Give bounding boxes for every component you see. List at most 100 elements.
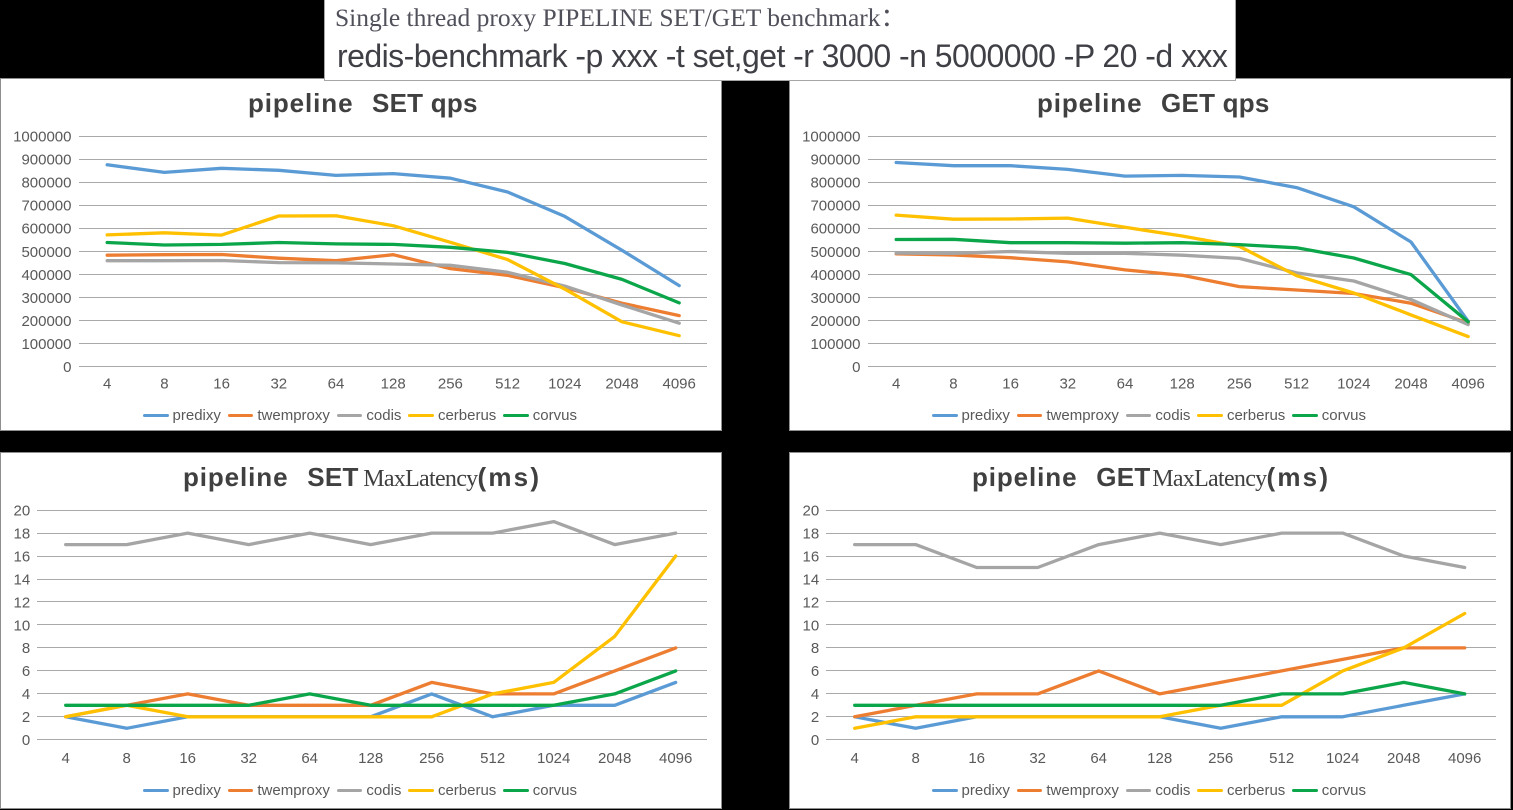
svg-text:600000: 600000	[21, 221, 71, 238]
svg-text:8: 8	[811, 640, 819, 657]
svg-text:SET qps: SET qps	[372, 88, 478, 118]
svg-text:128: 128	[358, 750, 383, 767]
svg-text:300000: 300000	[21, 290, 71, 307]
svg-text:16: 16	[14, 548, 31, 565]
svg-text:pipeline: pipeline	[183, 462, 288, 492]
svg-text:2: 2	[22, 709, 30, 726]
svg-text:600000: 600000	[810, 221, 860, 238]
svg-text:16: 16	[1002, 376, 1019, 393]
svg-text:900000: 900000	[810, 152, 860, 169]
svg-text:8: 8	[123, 750, 131, 767]
svg-text:256: 256	[1227, 376, 1252, 393]
svg-text:pipeline: pipeline	[1037, 88, 1142, 118]
svg-text:4096: 4096	[1452, 376, 1485, 393]
svg-text:(ms): (ms)	[478, 462, 542, 492]
svg-text:256: 256	[438, 376, 463, 393]
svg-text:MaxLatency: MaxLatency	[1152, 466, 1267, 492]
svg-text:4096: 4096	[1448, 750, 1481, 767]
svg-text:4096: 4096	[663, 376, 696, 393]
svg-text:200000: 200000	[21, 313, 71, 330]
svg-text:GET: GET	[1096, 462, 1150, 492]
svg-text:12: 12	[14, 594, 31, 611]
svg-text:1024: 1024	[1326, 750, 1359, 767]
svg-text:1024: 1024	[548, 376, 581, 393]
svg-text:10: 10	[14, 617, 31, 634]
svg-text:12: 12	[803, 594, 820, 611]
svg-text:64: 64	[1090, 750, 1107, 767]
svg-text:8: 8	[912, 750, 920, 767]
svg-text:0: 0	[63, 359, 71, 376]
svg-text:20: 20	[14, 502, 31, 519]
svg-text:MaxLatency: MaxLatency	[363, 466, 478, 492]
svg-text:2048: 2048	[1387, 750, 1420, 767]
svg-text:2048: 2048	[1394, 376, 1427, 393]
svg-text:32: 32	[270, 376, 287, 393]
svg-text:16: 16	[213, 376, 230, 393]
svg-text:8: 8	[160, 376, 168, 393]
svg-text:16: 16	[179, 750, 196, 767]
svg-text:500000: 500000	[810, 244, 860, 261]
svg-text:4: 4	[22, 686, 30, 703]
svg-text:1024: 1024	[1337, 376, 1370, 393]
svg-text:GET qps: GET qps	[1161, 88, 1270, 118]
svg-text:32: 32	[1029, 750, 1046, 767]
svg-text:400000: 400000	[21, 267, 71, 284]
svg-text:400000: 400000	[810, 267, 860, 284]
svg-text:800000: 800000	[810, 175, 860, 192]
svg-text:8: 8	[949, 376, 957, 393]
svg-text:32: 32	[1059, 376, 1076, 393]
svg-text:1000000: 1000000	[802, 129, 860, 146]
svg-text:500000: 500000	[21, 244, 71, 261]
svg-text:14: 14	[14, 571, 31, 588]
svg-text:256: 256	[1208, 750, 1233, 767]
svg-text:4: 4	[811, 686, 819, 703]
svg-text:256: 256	[419, 750, 444, 767]
svg-text:10: 10	[803, 617, 820, 634]
svg-text:1000000: 1000000	[13, 129, 71, 146]
svg-text:0: 0	[811, 732, 819, 749]
svg-text:300000: 300000	[810, 290, 860, 307]
svg-text:6: 6	[22, 663, 30, 680]
svg-text:4: 4	[103, 376, 111, 393]
svg-text:700000: 700000	[21, 198, 71, 215]
svg-text:4096: 4096	[659, 750, 692, 767]
svg-text:14: 14	[803, 571, 820, 588]
svg-text:100000: 100000	[21, 336, 71, 353]
svg-text:pipeline: pipeline	[972, 462, 1077, 492]
svg-text:20: 20	[803, 502, 820, 519]
svg-text:64: 64	[301, 750, 318, 767]
svg-text:16: 16	[968, 750, 985, 767]
svg-text:18: 18	[14, 525, 31, 542]
svg-text:128: 128	[1147, 750, 1172, 767]
svg-text:0: 0	[852, 359, 860, 376]
svg-text:128: 128	[381, 376, 406, 393]
svg-text:16: 16	[803, 548, 820, 565]
svg-text:SET: SET	[307, 462, 358, 492]
svg-text:8: 8	[22, 640, 30, 657]
svg-text:(ms): (ms)	[1267, 462, 1331, 492]
svg-text:2048: 2048	[605, 376, 638, 393]
svg-text:2: 2	[811, 709, 819, 726]
svg-text:6: 6	[811, 663, 819, 680]
svg-text:2048: 2048	[598, 750, 631, 767]
svg-text:4: 4	[62, 750, 70, 767]
svg-text:100000: 100000	[810, 336, 860, 353]
svg-text:512: 512	[1284, 376, 1309, 393]
svg-text:512: 512	[495, 376, 520, 393]
svg-text:200000: 200000	[810, 313, 860, 330]
svg-text:64: 64	[1117, 376, 1134, 393]
svg-text:pipeline: pipeline	[248, 88, 353, 118]
svg-text:0: 0	[22, 732, 30, 749]
svg-text:4: 4	[892, 376, 900, 393]
svg-text:32: 32	[240, 750, 257, 767]
svg-text:4: 4	[851, 750, 859, 767]
svg-text:900000: 900000	[21, 152, 71, 169]
svg-text:18: 18	[803, 525, 820, 542]
svg-text:128: 128	[1170, 376, 1195, 393]
svg-text:512: 512	[480, 750, 505, 767]
svg-text:64: 64	[328, 376, 345, 393]
svg-text:700000: 700000	[810, 198, 860, 215]
svg-text:512: 512	[1269, 750, 1294, 767]
svg-text:800000: 800000	[21, 175, 71, 192]
svg-text:1024: 1024	[537, 750, 570, 767]
